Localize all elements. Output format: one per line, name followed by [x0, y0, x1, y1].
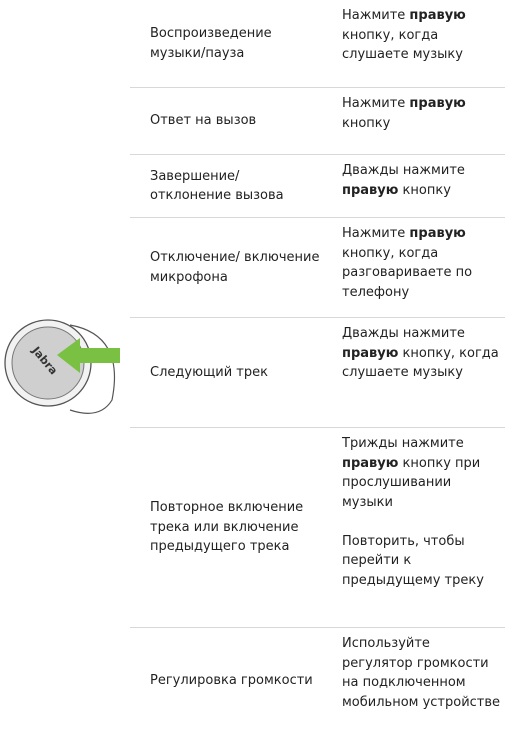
text: Нажмите — [342, 226, 410, 241]
table-row: Ответ на вызов Нажмите правую кнопку — [130, 88, 505, 155]
text: кнопку — [342, 115, 391, 131]
action-text: Воспроизведение музыки/пауза — [150, 26, 272, 61]
text: Дважды нажмите — [342, 326, 465, 341]
instruction-paragraph: Нажмите правую кнопку, когда слушаете му… — [342, 6, 504, 65]
action-text: Повторное включение трека или включение … — [150, 500, 304, 555]
table-row: Отключение/ включение микрофона Нажмите п… — [130, 218, 505, 318]
action-cell: Ответ на вызов — [150, 88, 320, 154]
instruction-cell: Дважды нажмите правую кнопку, когда слуш… — [342, 324, 504, 383]
table-row: Регулировка громкости Используйте регулят… — [130, 628, 505, 733]
text: Используйте регулятор громкости на подкл… — [342, 636, 501, 710]
action-cell: Воспроизведение музыки/пауза — [150, 0, 320, 87]
table-row: Воспроизведение музыки/пауза Нажмите прав… — [130, 0, 505, 88]
bold-text: правую — [342, 345, 399, 361]
instruction-paragraph: Дважды нажмите правую кнопку, когда слуш… — [342, 324, 504, 383]
bold-text: правую — [342, 182, 399, 198]
instruction-cell: Нажмите правую кнопку, когда разговарива… — [342, 224, 504, 302]
text: Трижды нажмите — [342, 436, 464, 451]
action-cell: Завершение/ отклонение вызова — [150, 155, 320, 217]
earbud-figure: Jabra — [4, 319, 120, 414]
action-text: Завершение/ отклонение вызова — [150, 168, 284, 204]
text: Нажмите — [342, 8, 410, 23]
action-text: Отключение/ включение микрофона — [150, 250, 320, 285]
instruction-cell: Нажмите правую кнопку, когда слушаете му… — [342, 6, 504, 65]
action-text: Регулировка громкости — [150, 672, 313, 688]
instruction-paragraph: Используйте регулятор громкости на подкл… — [342, 634, 504, 712]
text: кнопку, когда слушаете музыку — [342, 345, 499, 381]
instruction-cell: Трижды нажмите правую кнопку при прослуш… — [342, 434, 504, 590]
bold-text: правую — [409, 8, 466, 23]
action-cell: Отключение/ включение микрофона — [150, 218, 320, 317]
instruction-cell: Нажмите правую кнопку — [342, 94, 504, 133]
table-row: Следующий трек Дважды нажмите правую кноп… — [130, 318, 505, 428]
action-text: Ответ на вызов — [150, 113, 257, 129]
text: кнопку — [398, 182, 451, 198]
text: Нажмите — [342, 96, 410, 111]
instruction-paragraph: Нажмите правую кнопку — [342, 94, 504, 133]
bold-text: правую — [409, 96, 466, 111]
action-cell: Повторное включение трека или включение … — [150, 428, 320, 627]
text: кнопку, когда разговариваете по телефону — [342, 245, 473, 300]
action-cell: Регулировка громкости — [150, 628, 320, 733]
instruction-paragraph: Нажмите правую кнопку, когда разговарива… — [342, 224, 504, 302]
instruction-paragraph: Дважды нажмите правую кнопку — [342, 161, 504, 200]
instruction-paragraph: Повторить, чтобы перейти к предыдущему т… — [342, 532, 504, 591]
table-row: Завершение/ отклонение вызова Дважды нажм… — [130, 155, 505, 218]
bold-text: правую — [342, 455, 399, 471]
text: Повторить, чтобы перейти к предыдущему т… — [342, 533, 484, 588]
action-text: Следующий трек — [150, 364, 268, 380]
text: Дважды нажмите — [342, 163, 465, 178]
bold-text: правую — [409, 226, 466, 241]
arrow — [57, 338, 120, 373]
text: кнопку, когда слушаете музыку — [342, 27, 463, 63]
table-row: Повторное включение трека или включение … — [130, 428, 505, 628]
instruction-paragraph: Трижды нажмите правую кнопку при прослуш… — [342, 434, 504, 512]
action-cell: Следующий трек — [150, 318, 320, 427]
instruction-cell: Используйте регулятор громкости на подкл… — [342, 634, 504, 712]
text: кнопку при прослушивании музыки — [342, 455, 481, 510]
instruction-cell: Дважды нажмите правую кнопку — [342, 161, 504, 200]
